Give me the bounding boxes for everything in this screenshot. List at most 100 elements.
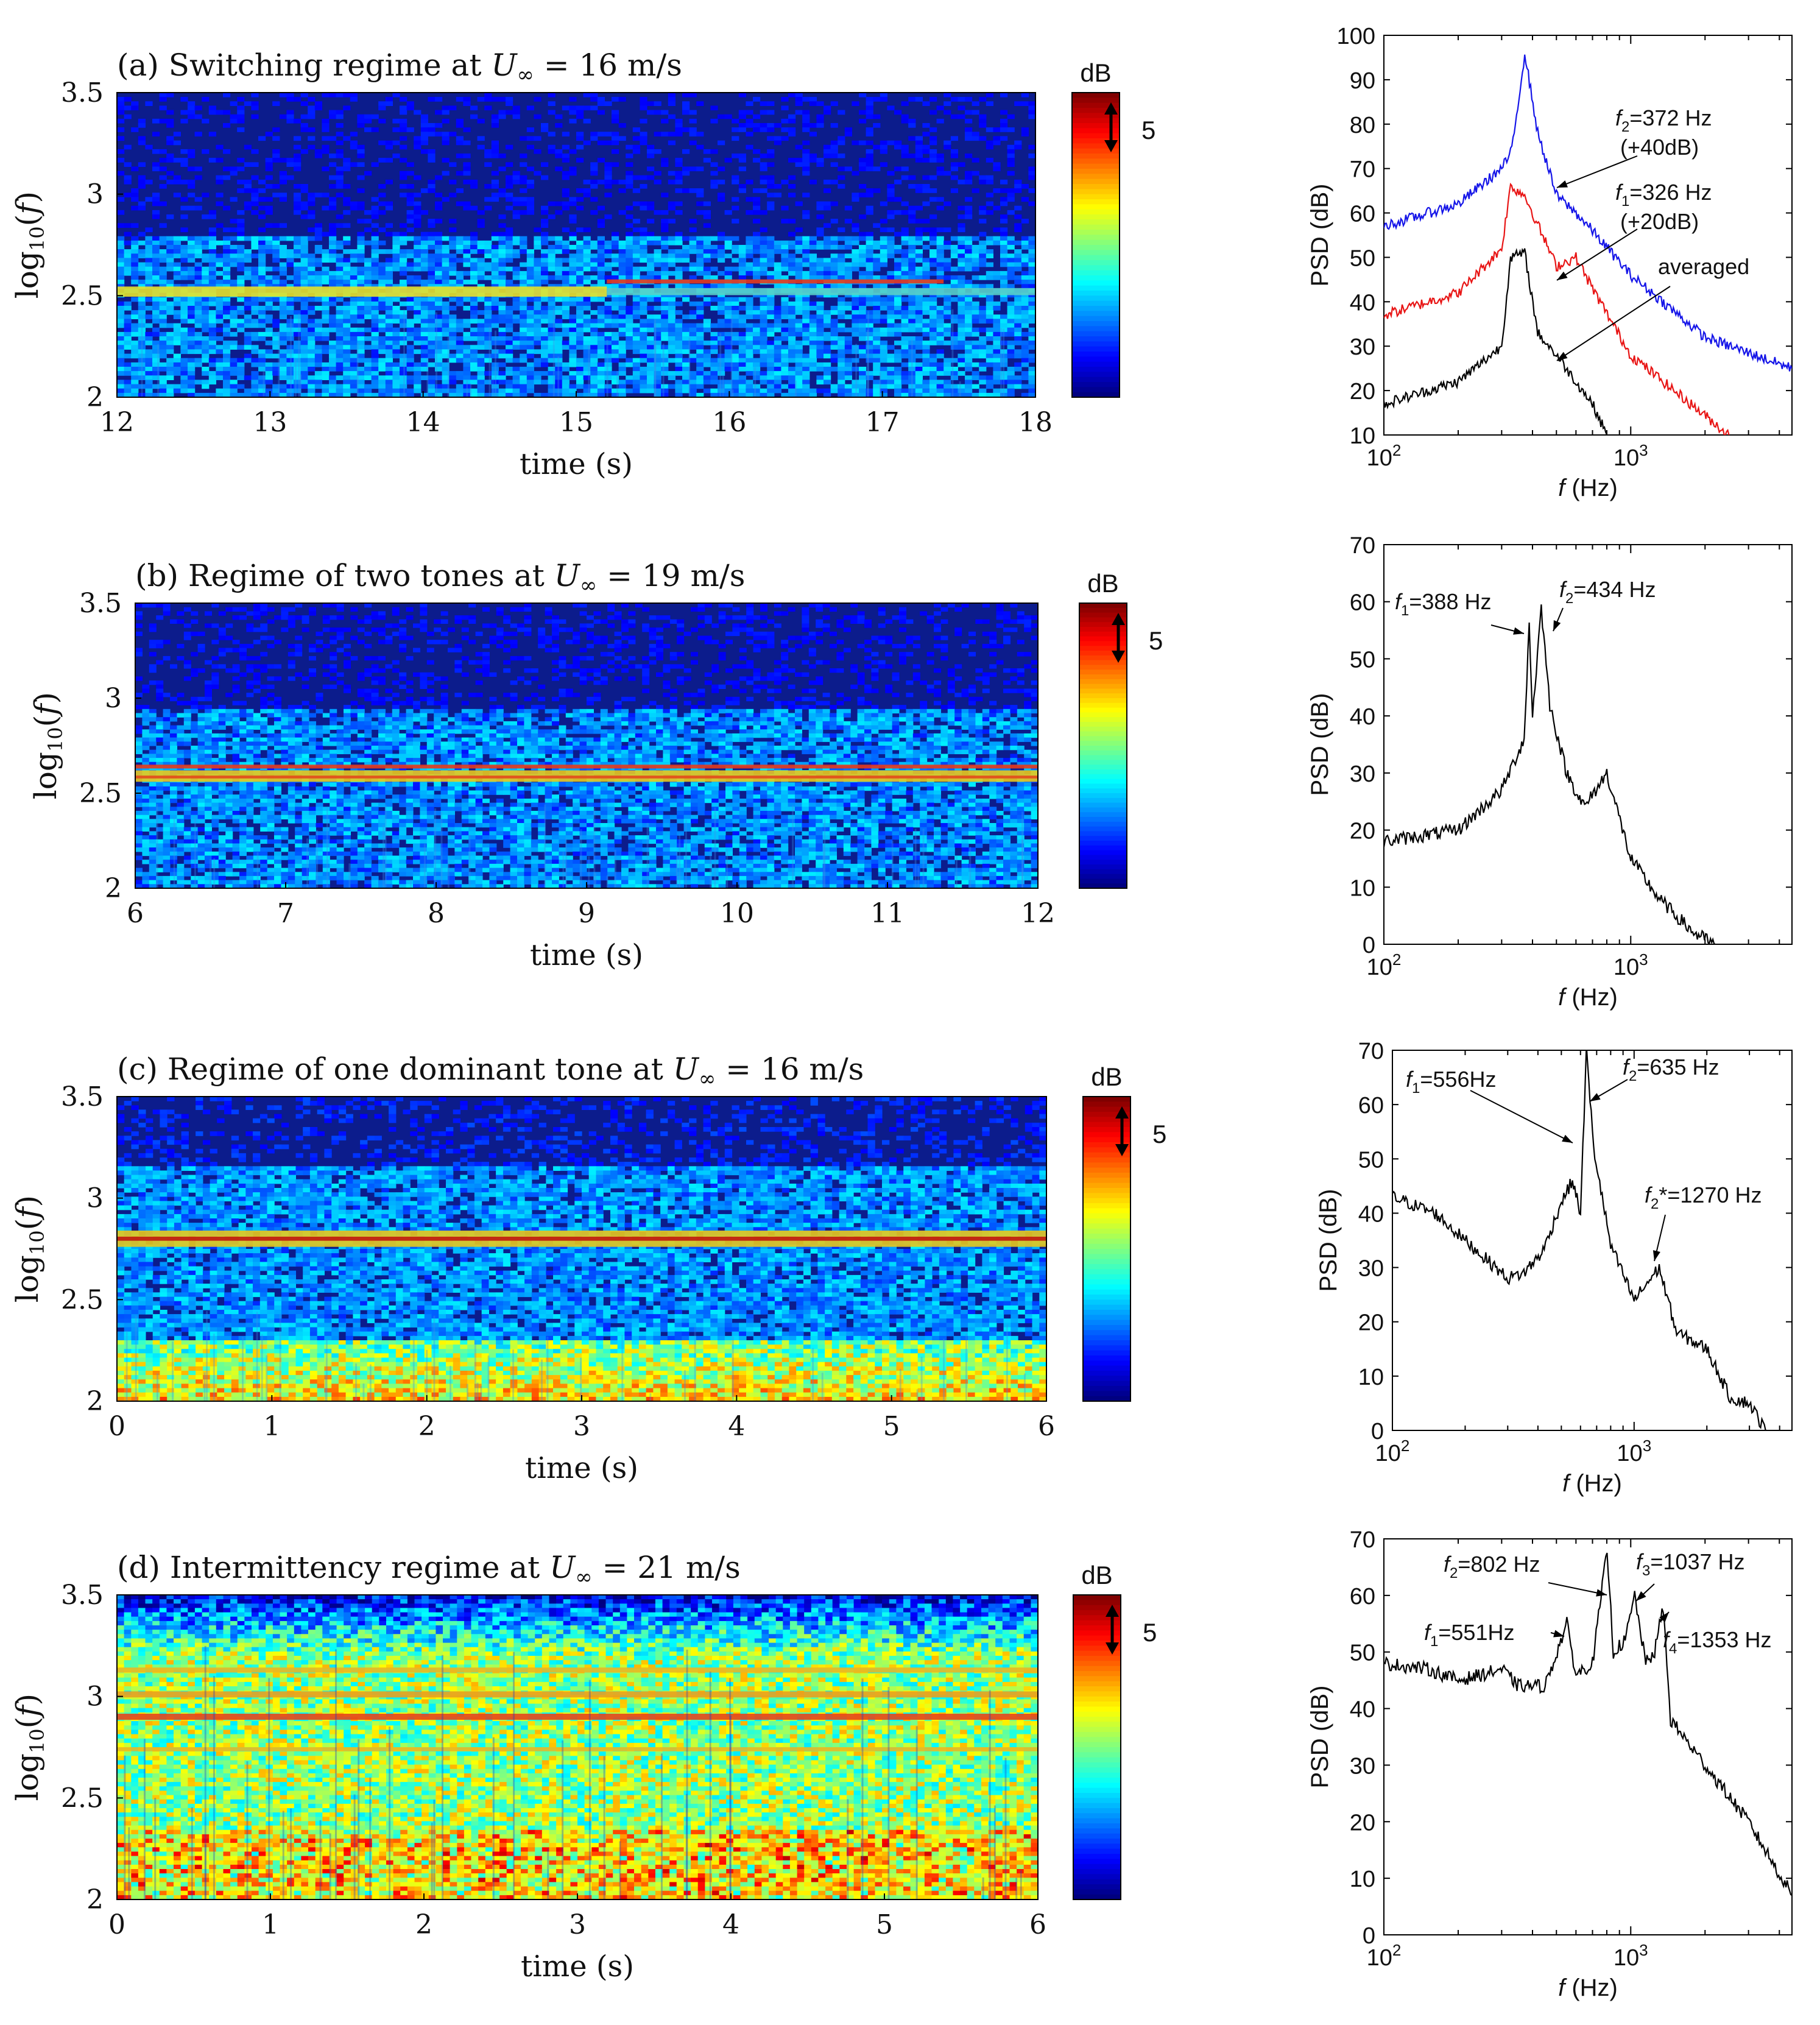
spectrogram-cell bbox=[385, 306, 393, 311]
spectrogram-cell bbox=[484, 353, 492, 359]
spectrogram-cell bbox=[661, 236, 669, 241]
spectrogram-cell bbox=[336, 275, 344, 280]
spectrogram-cell bbox=[809, 266, 817, 272]
spectrogram-cell bbox=[420, 240, 428, 246]
spectrogram-cell bbox=[746, 306, 753, 311]
spectrogram-cell bbox=[696, 262, 704, 267]
spectrogram-cell bbox=[343, 371, 351, 376]
spectrogram-cell bbox=[534, 280, 541, 284]
spectrogram-cell bbox=[661, 367, 669, 372]
spectrogram-cell bbox=[866, 236, 873, 241]
spectrogram-cell bbox=[188, 245, 196, 250]
spectrogram-cell bbox=[336, 345, 344, 350]
spectrogram-cell bbox=[632, 301, 640, 306]
spectrogram-cell bbox=[597, 331, 605, 337]
spectrogram-cell bbox=[265, 184, 273, 189]
spectrogram-cell bbox=[781, 284, 789, 289]
spectrogram-cell bbox=[844, 205, 852, 211]
spectrogram-cell bbox=[173, 336, 181, 341]
spectrogram-cell bbox=[1000, 331, 1008, 337]
spectrogram-cell bbox=[661, 336, 669, 341]
spectrogram-cell bbox=[1007, 253, 1015, 258]
spectrogram-cell bbox=[420, 367, 428, 372]
spectrogram-cell bbox=[880, 236, 887, 241]
spectrogram-cell bbox=[767, 275, 775, 280]
spectrogram-cell bbox=[442, 266, 450, 272]
spectrogram-cell bbox=[922, 101, 930, 106]
spectrogram-cell bbox=[640, 245, 647, 250]
spectrogram-cell bbox=[159, 166, 167, 172]
spectrogram-cell bbox=[795, 240, 803, 246]
spectrogram-cell bbox=[414, 223, 421, 228]
spectrogram-cell bbox=[322, 314, 330, 319]
spectrogram-cell bbox=[180, 245, 188, 250]
spectrogram-cell bbox=[1028, 166, 1035, 172]
spectrogram-cell bbox=[265, 349, 273, 355]
spectrogram-cell bbox=[314, 193, 322, 197]
spectrogram-cell bbox=[746, 323, 753, 328]
spectrogram-cell bbox=[887, 358, 895, 363]
spectrogram-cell bbox=[668, 301, 675, 306]
spectrogram-cell bbox=[173, 266, 181, 272]
spectrogram-cell bbox=[364, 127, 372, 132]
spectrogram-cell bbox=[208, 331, 216, 337]
spectrogram-cell bbox=[117, 105, 125, 111]
spectrogram-cell bbox=[838, 262, 845, 267]
spectrogram-cell bbox=[173, 158, 181, 163]
spectrogram-cell bbox=[138, 175, 146, 180]
spectrogram-cell bbox=[767, 175, 775, 180]
spectrogram-cell bbox=[357, 219, 365, 224]
spectrogram-cell bbox=[738, 341, 746, 345]
spectrogram-cell bbox=[958, 249, 965, 254]
spectrogram-cell bbox=[272, 154, 280, 158]
spectrogram-cell bbox=[456, 171, 464, 176]
spectrogram-cell bbox=[1021, 331, 1029, 337]
spectrogram-cell bbox=[738, 258, 746, 263]
spectrogram-cell bbox=[993, 349, 1001, 355]
spectrogram-cell bbox=[965, 214, 973, 219]
spectrogram-cell bbox=[131, 253, 139, 258]
spectrogram-cell bbox=[216, 375, 224, 380]
spectrogram-cell bbox=[145, 336, 153, 341]
spectrogram-cell bbox=[647, 219, 655, 224]
spectrogram-cell bbox=[824, 270, 831, 276]
spectrogram-cell bbox=[915, 158, 923, 163]
spectrogram-cell bbox=[308, 270, 316, 276]
spectrogram-cell bbox=[626, 358, 633, 363]
spectrogram-cell bbox=[555, 380, 563, 385]
spectrogram-cell bbox=[272, 240, 280, 246]
spectrogram-cell bbox=[491, 123, 499, 128]
spectrogram-cell bbox=[824, 314, 831, 319]
spectrogram-cell bbox=[166, 362, 174, 367]
spectrogram-cell bbox=[922, 345, 930, 350]
spectrogram-cell bbox=[632, 245, 640, 250]
spectrogram-cell bbox=[654, 362, 661, 367]
spectrogram-cell bbox=[329, 367, 337, 372]
spectrogram-cell bbox=[774, 245, 781, 250]
spectrogram-cell bbox=[216, 297, 224, 302]
spectrogram-cell bbox=[774, 327, 781, 333]
spectrogram-cell bbox=[612, 331, 619, 337]
spectrogram-cell bbox=[929, 353, 937, 359]
spectrogram-cell bbox=[463, 162, 471, 167]
spectrogram-cell bbox=[138, 262, 146, 267]
spectrogram-cell bbox=[392, 306, 400, 311]
spectrogram-cell bbox=[958, 341, 965, 345]
spectrogram-cell bbox=[887, 331, 895, 337]
spectrogram-cell bbox=[618, 384, 626, 389]
spectrogram-cell bbox=[640, 323, 647, 328]
spectrogram-cell bbox=[385, 301, 393, 306]
spectrogram-cell bbox=[477, 249, 485, 254]
spectrogram-cell bbox=[449, 270, 457, 276]
spectrogram-cell bbox=[294, 253, 302, 258]
spectrogram-cell bbox=[632, 149, 640, 154]
spectrogram-cell bbox=[838, 284, 845, 289]
spectrogram-cell bbox=[795, 297, 803, 302]
spectrogram-cell bbox=[343, 375, 351, 380]
spectrogram-cell bbox=[294, 388, 302, 394]
spectrogram-cell bbox=[816, 367, 824, 372]
spectrogram-cell bbox=[392, 118, 400, 124]
spectrogram-cell bbox=[866, 149, 873, 154]
spectrogram-cell bbox=[512, 319, 520, 324]
spectrogram-cell bbox=[795, 310, 803, 315]
